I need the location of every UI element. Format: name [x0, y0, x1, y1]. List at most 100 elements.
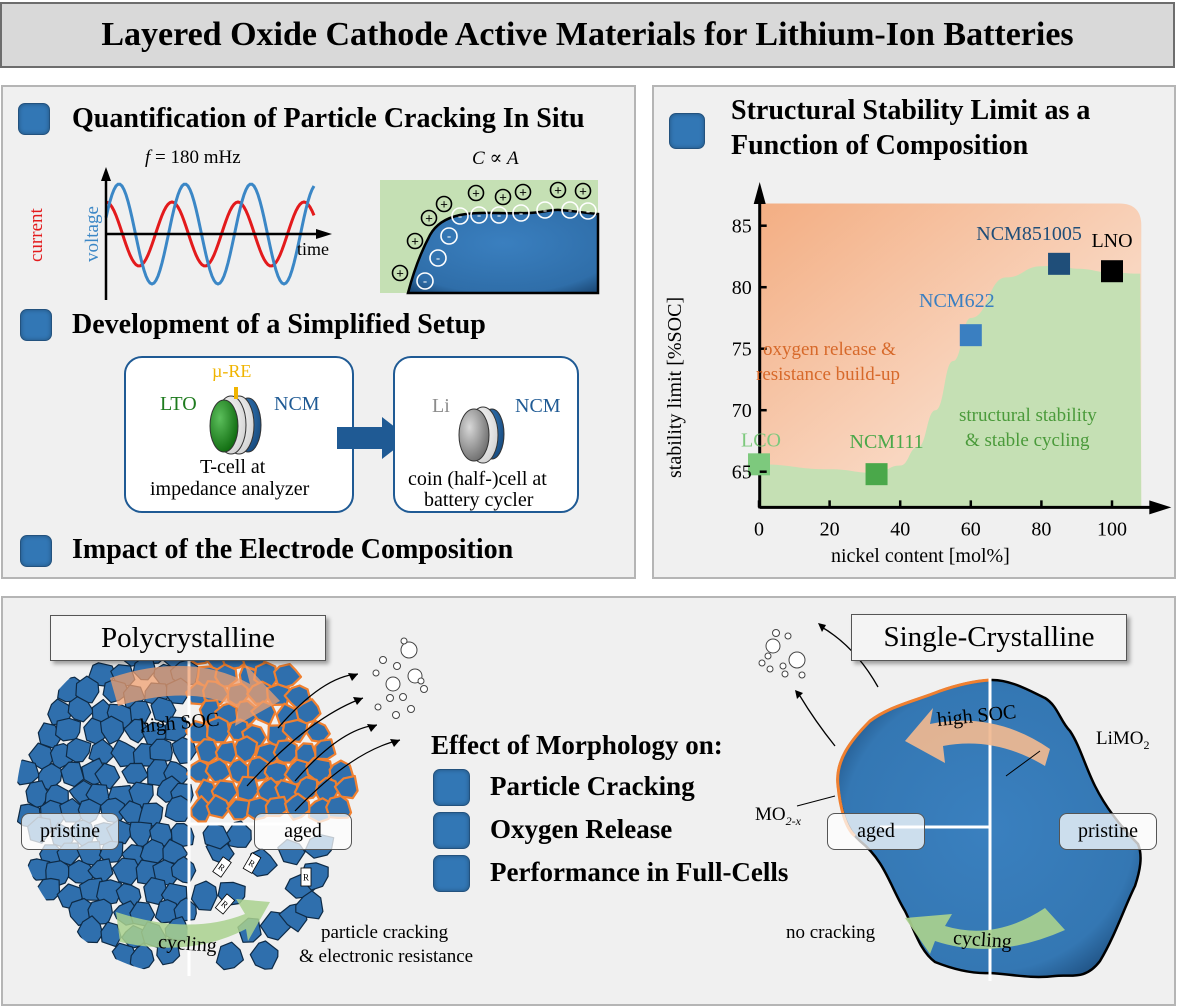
grain [272, 739, 298, 764]
y-tick-label: 75 [732, 339, 752, 361]
x-axis-label: nickel content [mol%] [831, 545, 1010, 567]
polycrystalline-particle: R R R R [16, 626, 428, 976]
plus-charge-icon: + [391, 264, 409, 282]
section-heading-electrode-composition: Impact of the Electrode Composition [72, 534, 514, 565]
resistor-icon: R [242, 852, 262, 874]
grain [314, 738, 337, 761]
x-tick-label: 40 [890, 518, 910, 540]
bubble-icon [386, 694, 394, 702]
double-layer-diagram: +++++ + + + + ---- - - - - - - [380, 180, 600, 295]
x-axis-arrow-icon [316, 229, 332, 239]
svg-text:+: + [411, 234, 419, 249]
bullet-square-icon [433, 855, 470, 892]
bubble-icon [772, 629, 780, 637]
positive-charges: + + + + + + + + + [391, 181, 592, 282]
right-arrow-icon [337, 417, 409, 459]
svg-text:+: + [519, 185, 527, 200]
crack-label-line1: particle cracking [321, 922, 449, 943]
morphology-item-particle-cracking: Particle Cracking [490, 771, 695, 801]
grain [205, 794, 232, 819]
oxygen-bubbles [372, 637, 428, 719]
page-title: Layered Oxide Cathode Active Materials f… [101, 16, 1074, 53]
single-crystalline-particle [758, 623, 1142, 981]
stable-region [745, 265, 1142, 508]
minus-charge-icon: - [512, 204, 530, 222]
bullet-square-icon [433, 812, 470, 849]
sc-aged-label: aged [827, 813, 925, 850]
x-tick-label: 20 [820, 518, 840, 540]
bubble-icon [374, 703, 382, 711]
svg-text:-: - [423, 274, 427, 289]
crack-label-line2: & electronic resistance [299, 946, 474, 967]
plus-charge-icon: + [494, 188, 512, 206]
time-label: time [297, 239, 329, 259]
svg-text:-: - [497, 208, 501, 223]
morphology-item-oxygen-release: Oxygen Release [490, 814, 673, 844]
t-cell-caption-line1: T-cell at [200, 456, 266, 478]
poly-cycling-label: cycling [157, 930, 218, 958]
plus-charge-icon: + [549, 181, 567, 199]
bubble-icon [385, 676, 401, 692]
svg-text:-: - [586, 204, 590, 219]
bubble-icon [417, 677, 425, 685]
grain [35, 877, 61, 901]
coin-cell-caption-line1: coin (half-)cell at [408, 468, 547, 490]
x-tick-label: 80 [1031, 518, 1051, 540]
svg-text:+: + [499, 190, 507, 205]
y-tick-label: 65 [732, 462, 752, 484]
data-point-ncm111 [865, 463, 888, 486]
ncm-label-tcell: NCM [274, 393, 320, 415]
coin-cell-caption-line2: battery cycler [424, 489, 534, 511]
x-tick-label: 0 [754, 518, 764, 540]
current-wave [105, 200, 316, 268]
data-point-ncm622 [959, 324, 982, 347]
grain [94, 762, 121, 790]
chart-heading-line1: Structural Stability Limit as a [731, 95, 1091, 126]
frequency-value: = 180 mHz [150, 147, 241, 168]
minus-charge-icon: - [490, 206, 508, 224]
oxygen-arrowhead-icon [795, 690, 803, 699]
svg-text:-: - [568, 203, 572, 218]
grain [189, 795, 212, 823]
oxygen-arrowhead-icon [348, 673, 358, 681]
bubble-icon [392, 711, 400, 719]
single-crystalline-title: Single-Crystalline [851, 614, 1127, 661]
area-symbol: A [507, 148, 519, 169]
mo2x-sub: 2-x [785, 813, 801, 828]
svg-text:+: + [440, 197, 448, 212]
bubble-icon [758, 659, 766, 667]
svg-text:-: - [458, 209, 462, 224]
negative-charges: ---- - - - - - - [416, 201, 597, 290]
poly-pristine-label: pristine [21, 813, 119, 850]
bullet-square-icon [20, 309, 52, 341]
bubble-icon [420, 685, 428, 693]
sc-cycling-label: cycling [952, 926, 1013, 954]
aged-grains [184, 642, 359, 971]
cycling-arrow-icon [116, 899, 270, 948]
grain [123, 718, 151, 744]
bubble-icon [764, 652, 772, 660]
svg-text:R: R [247, 858, 257, 870]
morphology-item-full-cells: Performance in Full-Cells [490, 857, 789, 887]
resistor-icon: R [300, 867, 312, 887]
page-title-bar: Layered Oxide Cathode Active Materials f… [0, 2, 1175, 68]
region-label-stable-line1: structural stability [959, 405, 1097, 426]
grain [75, 675, 100, 704]
grain [233, 735, 259, 764]
grain [333, 774, 359, 800]
minus-charge-icon: - [579, 202, 597, 220]
data-label-ncm622: NCM622 [919, 290, 995, 312]
oxygen-arrowhead-icon [390, 739, 400, 747]
minus-charge-icon: - [440, 227, 458, 245]
reference-electrode-wire [234, 387, 238, 399]
bubble-icon [372, 669, 380, 677]
bubble-icon [399, 693, 407, 701]
grain [273, 663, 303, 689]
oxygen-arrowhead-icon [818, 623, 826, 632]
resistor-icon: R [212, 856, 232, 878]
lto-disk [209, 399, 239, 453]
data-point-lno [1101, 260, 1123, 283]
section-heading-quantification: Quantification of Particle Cracking In S… [72, 103, 585, 134]
grain [190, 880, 218, 911]
plus-charge-icon: + [574, 182, 592, 200]
